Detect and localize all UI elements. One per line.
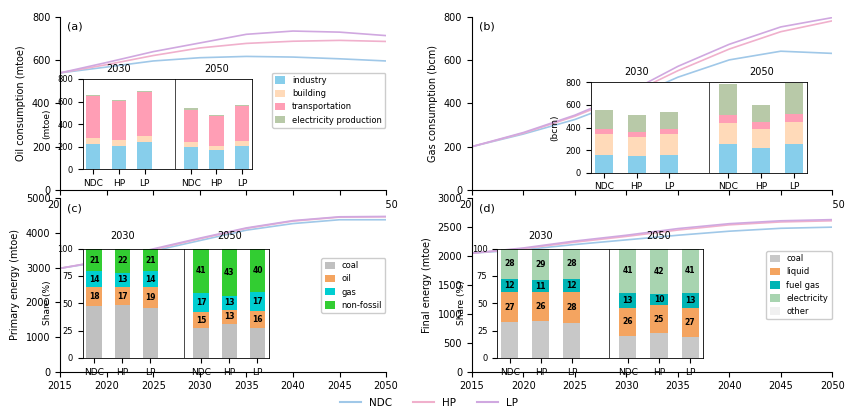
Text: (c): (c) xyxy=(67,204,82,214)
Legend: coal, oil, gas, non-fossil: coal, oil, gas, non-fossil xyxy=(322,258,385,313)
Y-axis label: Primary energy (mtoe): Primary energy (mtoe) xyxy=(10,230,20,340)
Y-axis label: Oil consumption (mtoe): Oil consumption (mtoe) xyxy=(16,45,27,161)
Y-axis label: Gas consumption (bcm): Gas consumption (bcm) xyxy=(428,45,438,162)
Text: (d): (d) xyxy=(479,204,495,214)
Legend: industry, building, transportation, electricity production: industry, building, transportation, elec… xyxy=(272,73,385,128)
Text: (b): (b) xyxy=(479,22,495,32)
Legend: NDC, HP, LP: NDC, HP, LP xyxy=(335,394,523,412)
Legend: coal, liquid, fuel gas, electricity, other: coal, liquid, fuel gas, electricity, oth… xyxy=(766,251,831,319)
Text: (a): (a) xyxy=(67,22,82,32)
Y-axis label: Final energy (mtoe): Final energy (mtoe) xyxy=(422,237,432,333)
